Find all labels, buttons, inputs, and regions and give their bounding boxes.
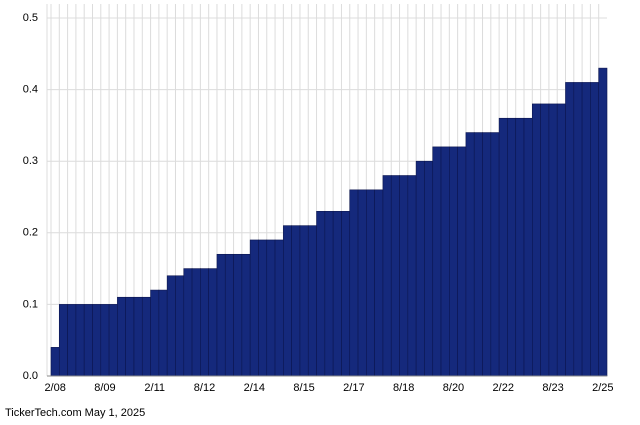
bar — [307, 225, 317, 377]
bar — [200, 268, 209, 377]
bar — [399, 175, 409, 377]
bar — [241, 253, 251, 377]
bar — [457, 146, 467, 377]
bar — [141, 296, 151, 377]
y-tick-label: 0.3 — [23, 155, 38, 167]
y-tick-label: 0.2 — [23, 227, 38, 239]
bar — [382, 175, 392, 377]
bar — [316, 211, 326, 377]
bar — [598, 67, 608, 377]
bar — [50, 347, 60, 377]
bar — [108, 304, 118, 377]
y-tick-label: 0.4 — [23, 84, 38, 96]
bar — [332, 211, 342, 377]
bar — [498, 117, 508, 377]
x-tick-label: 8/18 — [393, 382, 414, 394]
bar — [349, 189, 359, 377]
bar — [299, 225, 309, 377]
bar — [424, 160, 434, 377]
bar — [449, 146, 458, 377]
bar — [191, 268, 201, 377]
bar — [75, 304, 85, 377]
y-tick-label: 0.0 — [23, 370, 38, 382]
x-tick-label: 8/15 — [293, 382, 314, 394]
x-tick-label: 8/23 — [542, 382, 563, 394]
bar — [324, 211, 334, 377]
bar — [374, 189, 384, 377]
x-tick-label: 8/12 — [194, 382, 215, 394]
bar — [548, 103, 558, 377]
bar — [490, 132, 500, 377]
x-tick-label: 8/09 — [94, 382, 115, 394]
bar — [83, 304, 93, 377]
bar — [208, 268, 218, 377]
bar — [407, 175, 417, 377]
x-tick-label: 2/17 — [343, 382, 364, 394]
bar — [224, 253, 234, 377]
bar — [266, 239, 276, 377]
bar — [540, 103, 550, 377]
bar — [283, 225, 292, 377]
bar — [125, 296, 135, 377]
bar — [175, 275, 185, 377]
bar — [341, 211, 351, 377]
y-tick-label: 0.1 — [23, 298, 38, 310]
bar — [291, 225, 301, 377]
bar — [590, 82, 600, 377]
bar — [556, 103, 566, 377]
bar — [166, 275, 176, 377]
bar — [573, 82, 583, 377]
bar — [415, 160, 425, 377]
bar — [565, 82, 575, 377]
x-tick-label: 2/11 — [144, 382, 165, 394]
bar — [183, 268, 193, 377]
bar — [515, 117, 525, 377]
bar — [581, 82, 591, 377]
bar — [432, 146, 442, 377]
bar — [150, 289, 160, 377]
bar — [532, 103, 541, 377]
footer: TickerTech.com May 1, 2025 — [5, 407, 145, 419]
bar — [58, 304, 68, 377]
bar — [440, 146, 450, 377]
bar — [523, 117, 533, 377]
x-tick-label: 2/25 — [592, 382, 613, 394]
bar — [133, 296, 143, 377]
bar — [233, 253, 243, 377]
bar — [258, 239, 268, 377]
bar — [507, 117, 517, 377]
bar — [67, 304, 77, 377]
bar — [274, 239, 284, 377]
y-tick-label: 0.5 — [23, 12, 38, 24]
bar — [158, 289, 168, 377]
x-tick-label: 2/22 — [493, 382, 514, 394]
bar — [465, 132, 475, 377]
x-tick-label: 8/20 — [443, 382, 464, 394]
x-tick-label: 2/08 — [44, 382, 65, 394]
bar — [216, 253, 226, 377]
bar — [482, 132, 492, 377]
bar — [357, 189, 367, 377]
bar — [249, 239, 259, 377]
x-tick-label: 2/14 — [244, 382, 265, 394]
bar — [117, 296, 126, 377]
bar — [390, 175, 400, 377]
bar — [92, 304, 102, 377]
bar — [473, 132, 483, 377]
bar — [100, 304, 110, 377]
bar — [366, 189, 375, 377]
